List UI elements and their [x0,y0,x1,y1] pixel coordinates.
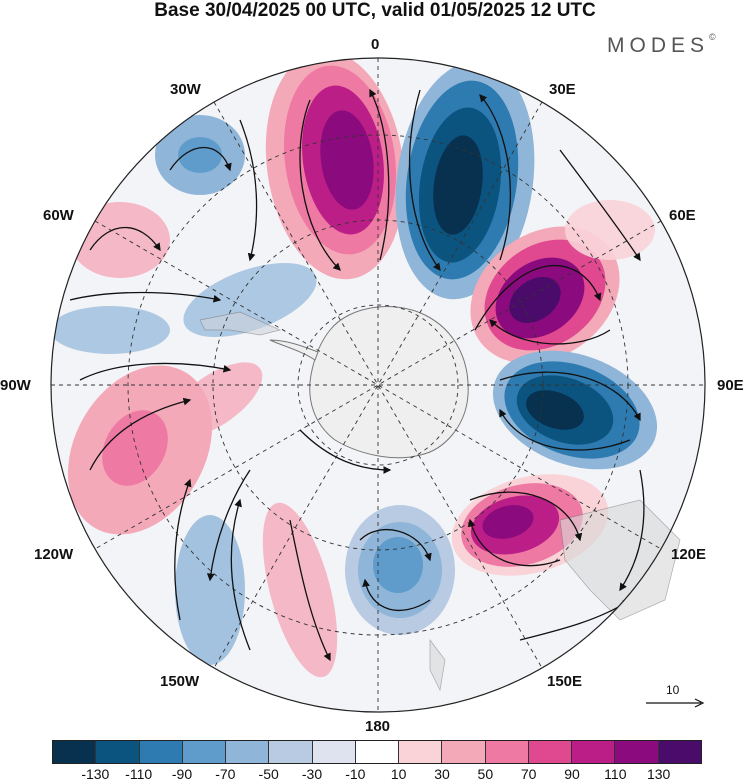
lon-label-180: 180 [365,718,391,735]
colorbar-swatch [527,741,572,763]
colorbar-swatch [311,741,355,763]
lon-label-60w: 60W [43,207,74,224]
lon-label-90e: 90E [717,377,744,394]
colorbar-tick-label: 70 [520,766,537,782]
antarctic-peninsula [269,339,319,361]
colorbar-swatch [657,741,701,763]
anomaly-high-15w [265,58,405,280]
anomaly-low-95e [492,350,658,470]
colorbar-swatch [398,741,442,763]
new-zealand-landmass [429,638,446,692]
colorbar-swatch [53,741,96,763]
lon-label-120w: 120W [34,546,74,563]
south-america-landmass [199,311,282,336]
colorbar-swatch [138,741,182,763]
lon-label-30w: 30W [170,81,201,98]
lon-label-60e: 60E [669,207,696,224]
colorbar-swatch [225,741,269,763]
colorbar-tick-label: 130 [646,766,671,782]
colorbar-tick-label: -130 [81,766,110,782]
map-boundary [50,57,706,713]
colorbar-tick-label: -70 [215,766,236,782]
colorbar-tick-label: -90 [171,766,193,782]
lon-label-120e: 120E [671,546,707,563]
colorbar-tick-label: 110 [604,766,627,782]
colorbar-tick-label: -110 [125,766,153,782]
anomaly-low-20e [395,60,535,300]
reference-vector-arrow [646,698,705,708]
map-title: Base 30/04/2025 00 UTC, valid 01/05/2025… [154,0,596,21]
brand-logo: MODES© [607,32,716,58]
colorbar-tick-label: -50 [258,766,279,782]
colorbar [52,740,702,764]
lon-label-150w: 150W [160,673,200,690]
colorbar-tick-label: 50 [477,766,494,782]
colorbar-tick-label: 10 [390,766,407,782]
colorbar-swatch [571,741,615,763]
anomaly-low-160e [345,505,455,635]
colorbar-tick-label: -30 [301,766,323,782]
wind-vectors [69,88,645,662]
colorbar-ticks: -130 -110 -90 -70 -50 -30 -10 10 30 50 70 90 110 130 [52,766,702,783]
brand-mark: © [709,32,716,42]
colorbar-tick-label: 90 [564,766,580,782]
antarctica-landmass [309,306,469,459]
lon-label-150e: 150E [547,673,583,690]
colorbar-swatch [614,741,658,763]
lon-label-0: 0 [371,36,380,53]
colorbar-swatch [441,741,485,763]
anomaly-field [51,58,658,678]
colorbar-swatch [354,741,399,763]
colorbar-tick-label: -10 [345,766,366,782]
reference-vector-label: 10 [666,683,680,697]
colorbar-swatch [268,741,312,763]
colorbar-swatch [181,741,226,763]
brand-name: MODES [607,34,710,57]
lon-label-90w: 90W [0,377,31,394]
colorbar-tick-label: 30 [434,766,450,782]
australia-landmass [559,499,681,621]
colorbar-swatch [95,741,139,763]
lon-label-30e: 30E [549,81,576,98]
colorbar-swatch [484,741,528,763]
